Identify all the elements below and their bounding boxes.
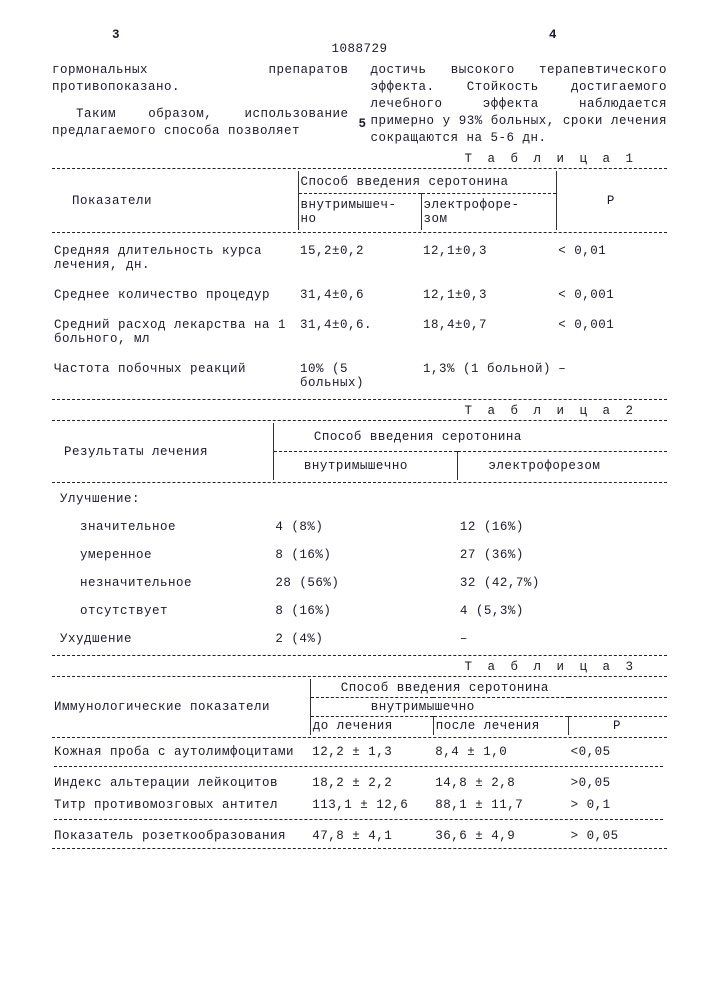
table2-cell — [273, 485, 458, 513]
table3-cell: 47,8 ± 4,1 — [310, 824, 433, 846]
divider — [52, 655, 667, 656]
table1-cell: < 0,001 — [556, 309, 667, 353]
table2-cell: – — [458, 625, 667, 653]
table2-cell: 27 (36%) — [458, 541, 667, 569]
table1-head-b: электрофоре- зом — [421, 194, 556, 231]
table1-cell: Средний расход лекарства на 1 больного, … — [52, 309, 298, 353]
table3-cell: 12,2 ± 1,3 — [310, 740, 433, 762]
table1-head-span: Способ введения серотонина — [298, 171, 556, 194]
table3-head-b: после лечения — [433, 717, 568, 736]
table1-cell: 1,3% (1 больной) — [421, 353, 556, 397]
table3-cell: 88,1 ± 11,7 — [433, 793, 568, 815]
table1-cell: 31,4±0,6 — [298, 279, 421, 309]
table3-cell: 14,8 ± 2,8 — [433, 771, 568, 793]
table2-cell: 8 (16%) — [273, 541, 458, 569]
divider — [52, 676, 667, 677]
table1-head-a: внутримышеч- но — [298, 194, 421, 231]
table3-cell: 113,1 ± 12,6 — [310, 793, 433, 815]
table2-cell: 4 (8%) — [273, 513, 458, 541]
intro-para3: достичь высокого терапевтического эффект… — [371, 62, 668, 146]
table3-head-p: P — [569, 717, 667, 736]
intro-columns: гормональных препаратов противопоказано.… — [52, 62, 667, 146]
table2-cell: 4 (5,3%) — [458, 597, 667, 625]
table3-cell: 18,2 ± 2,2 — [310, 771, 433, 793]
table2-cell: незначительное — [52, 569, 273, 597]
table1-cell: – — [556, 353, 667, 397]
table2-cell: Улучшение: — [52, 485, 273, 513]
table3-caption: Т а б л и ц а 3 — [52, 660, 667, 674]
page-num-left: 3 — [112, 28, 120, 42]
table3-cell: Показатель розеткообразования — [52, 824, 310, 846]
intro-col-right: 5 достичь высокого терапевтического эффе… — [371, 62, 668, 146]
table2-head-b: электрофорезом — [458, 452, 667, 481]
table2-cell: отсутствует — [52, 597, 273, 625]
table1-cell: 18,4±0,7 — [421, 309, 556, 353]
divider — [52, 399, 667, 400]
table1-cell: 12,1±0,3 — [421, 279, 556, 309]
table2-cell: 12 (16%) — [458, 513, 667, 541]
table3-cell: Титр противомозговых антител — [52, 793, 310, 815]
table3-cell: > 0,05 — [569, 824, 667, 846]
divider — [52, 848, 667, 849]
table3-head-sub: внутримышечно — [310, 698, 667, 717]
table2-cell — [458, 485, 667, 513]
intro-para1: гормональных препаратов противопоказано. — [52, 62, 349, 96]
table1-cell: Средняя длительность курса лечения, дн. — [52, 235, 298, 279]
table1-cell: 10% (5 больных) — [298, 353, 421, 397]
table2-head-results: Результаты лечения — [52, 423, 273, 480]
divider — [52, 420, 667, 421]
table2-cell: Ухудшение — [52, 625, 273, 653]
table3-head-span: Способ введения серотонина — [310, 679, 667, 698]
table3-cell: Кожная проба с аутолимфоцитами — [52, 740, 310, 762]
table1-cell: 31,4±0,6. — [298, 309, 421, 353]
table1-head-p: P — [556, 171, 667, 230]
table3-body: Кожная проба с аутолимфоцитами 12,2 ± 1,… — [52, 740, 667, 846]
table1-head-indicator: Показатели — [52, 171, 298, 230]
table1-cell: 15,2±0,2 — [298, 235, 421, 279]
table1-body: Средняя длительность курса лечения, дн. … — [52, 235, 667, 397]
intro-col-left: гормональных препаратов противопоказано.… — [52, 62, 349, 146]
table1-cell: < 0,001 — [556, 279, 667, 309]
table2-cell: 2 (4%) — [273, 625, 458, 653]
table1-cell: 12,1±0,3 — [421, 235, 556, 279]
divider — [52, 168, 667, 169]
table2-cell: значительное — [52, 513, 273, 541]
table1-caption: Т а б л и ц а 1 — [52, 152, 667, 166]
table2-head-a: внутримышечно — [273, 452, 458, 481]
table2-caption: Т а б л и ц а 2 — [52, 404, 667, 418]
divider — [54, 819, 663, 820]
table3-cell: 36,6 ± 4,9 — [433, 824, 568, 846]
page-num-right: 4 — [549, 28, 557, 42]
page-numbers: 3 4 — [52, 28, 667, 46]
table1: Показатели Способ введения серотонина P … — [52, 171, 667, 230]
table1-cell: Среднее количество процедур — [52, 279, 298, 309]
divider — [52, 737, 667, 738]
table3-head-indicator: Иммунологические показатели — [52, 679, 310, 735]
divider — [52, 482, 667, 483]
table3-head: Иммунологические показатели Способ введе… — [52, 679, 667, 735]
table3-head-a: до лечения — [310, 717, 433, 736]
divider — [52, 232, 667, 233]
table1-cell: Частота побочных реакций — [52, 353, 298, 397]
intro-para2: Таким образом, использование предлагаемо… — [52, 106, 349, 140]
divider — [54, 766, 663, 767]
table3-cell: >0,05 — [569, 771, 667, 793]
table2-cell: умеренное — [52, 541, 273, 569]
table2-cell: 28 (56%) — [273, 569, 458, 597]
table2-head-span: Способ введения серотонина — [273, 423, 667, 452]
table2-cell: 32 (42,7%) — [458, 569, 667, 597]
table1-cell: < 0,01 — [556, 235, 667, 279]
table3-cell: <0,05 — [569, 740, 667, 762]
table3-cell: > 0,1 — [569, 793, 667, 815]
table2-cell: 8 (16%) — [273, 597, 458, 625]
table3-cell: 8,4 ± 1,0 — [433, 740, 568, 762]
table2-head: Результаты лечения Способ введения серот… — [52, 423, 667, 480]
line-ref-5: 5 — [359, 116, 367, 133]
table3-cell: Индекс альтерации лейкоцитов — [52, 771, 310, 793]
table2-body: Улучшение: значительное 4 (8%) 12 (16%) … — [52, 485, 667, 653]
